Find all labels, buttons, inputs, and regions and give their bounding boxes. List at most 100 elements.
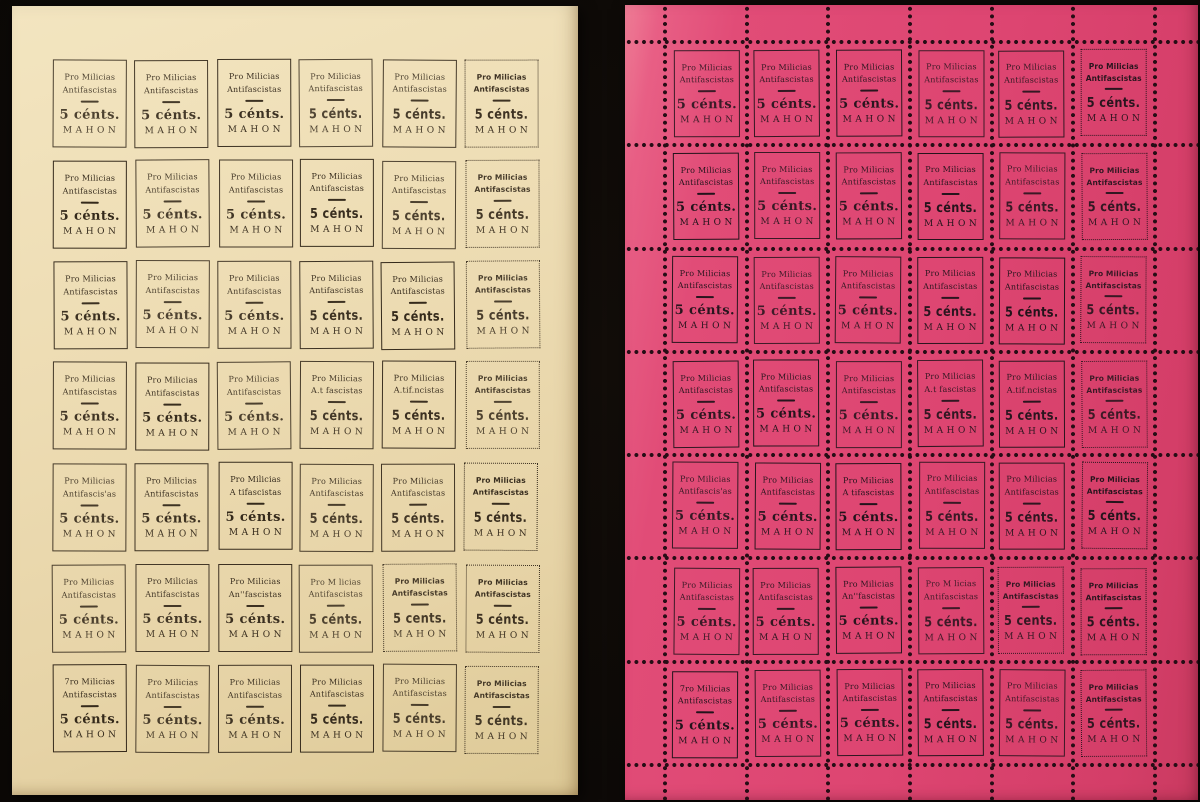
stamp-value: 5 cénts. (393, 711, 447, 728)
stamp-value: 5 cénts. (756, 614, 817, 630)
stamp-city: MAHON (760, 321, 818, 333)
stamp-line2: Antifascistas (473, 84, 530, 94)
stamp: Pro Milicias Antifascistas 5 cénts. MAHON (382, 664, 458, 753)
stamp-city: MAHON (925, 527, 982, 539)
stamp-cell: Pro Milicias Antifascistas 5 cénts. MAHON (378, 153, 460, 254)
stamp-cell: Pro Milicias Antifascistas 5 cénts. MAHON (214, 153, 296, 254)
stamp-city: MAHON (677, 321, 735, 332)
stamp-line2: Antifascistas (1005, 177, 1061, 187)
stamp: Pro Milicias Antifascistas 5 cénts. MAHON (835, 152, 903, 240)
stamp-cell: 7ro Milicias Antifascistas 5 cénts. MAHON (49, 659, 131, 760)
stamp-city: MAHON (309, 530, 367, 541)
stamp-city: MAHON (228, 630, 285, 641)
stamp-value: 5 cénts. (838, 613, 900, 629)
stamp-cell: Pro Milicias Antifascistas 5 cénts. MAHON (461, 254, 543, 355)
stamp-divider-rule (1104, 606, 1123, 609)
stamp-divider-rule (326, 98, 345, 102)
stamp: Pro Milicias Antifascistas 5 cénts. MAHON (754, 152, 821, 240)
stamp-line2: Antifascistas (1086, 486, 1143, 497)
stamp-line1: Pro M licias (925, 578, 977, 589)
stamp-city: MAHON (228, 731, 285, 742)
stamp-cell: Pro Milicias Antifascistas 5 cénts. MAHON (1073, 662, 1155, 765)
stamp-line2: Antifascis'as (678, 486, 732, 497)
stamp-city: MAHON (1005, 528, 1062, 539)
stamp-cell: Pro Milicias Antifascistas 5 cénts. MAHON (910, 145, 992, 248)
stamp-value: 5 cénts. (224, 713, 285, 729)
cream-sheet: Pro Milicias Antifascistas 5 cénts. MAHON Pr… (12, 6, 578, 795)
stamp-value: 5 cénts. (223, 106, 285, 122)
stamp-divider-rule (493, 400, 512, 403)
stamp-cell: Pro Milicias Antifascistas 5 cents. MAHON (992, 558, 1074, 661)
stamp-cell: Pro Milicias Antifascistas 5 cénts. MAHON (461, 52, 543, 153)
stamp-city: MAHON (924, 116, 981, 127)
stamp-value: 5 cénts. (674, 303, 735, 319)
stamp-cell: Pro Milicias Antifascistas 5 cénts. MAHON (131, 355, 213, 456)
stamp-cell: Pro Milicias Antifascistas 5 cénts. MAHON (747, 145, 829, 248)
stamp-line2: Antifascistas (474, 589, 531, 600)
stamp-line2: Antifascistas (145, 184, 201, 194)
stamp-cell: Pro Milicias Antifascistas 5 cénts. MAHON (992, 145, 1074, 248)
stamp: Pro Milicias A.t fascistas 5 cénts. MAHON (916, 359, 984, 448)
stamp-value: 5 cénts. (59, 106, 120, 123)
stamp-line1: Pro Milicias (476, 72, 527, 82)
stamp-divider-rule (409, 504, 428, 507)
stamp-divider-rule (80, 100, 99, 103)
stamp-value: 5 cénts. (1087, 95, 1141, 112)
stamp-line2: Antifascistas (227, 690, 282, 700)
stamp: Pro Milicias Antifascistas 5 cénts. MAHON (1080, 669, 1148, 757)
stamp-city: MAHON (62, 630, 119, 641)
stamp-line2: Antifascistas (392, 185, 447, 195)
stamp-value: 5 cénts. (756, 406, 817, 422)
stamp-city: MAHON (227, 326, 284, 337)
stamp-line1: Pro Milicias (681, 579, 733, 590)
stamp-cell: Pro Milicias Antifascistas 5 cénts. MAHON (747, 42, 829, 145)
stamp-city: MAHON (474, 124, 532, 135)
stamp-line2: Antifascistas (1005, 693, 1061, 703)
stamp-divider-rule (80, 402, 99, 405)
stamp-cell: Pro Milicias Antifascistas 5 cénts. MAHON (131, 52, 213, 153)
stamp: 7ro Milicias Antifascistas 5 cénts. MAHON (671, 671, 738, 759)
stamp-line2: Antifascistas (146, 285, 201, 295)
stamp-line2: A.tif.ncistas (394, 385, 445, 395)
stamp-divider-rule (491, 502, 510, 505)
stamp-line1: Pro Milicias (679, 268, 731, 278)
stamp-value: 5 cénts. (59, 511, 120, 527)
stamp-city: MAHON (393, 629, 451, 640)
stamp-line1: Pro Milicias (679, 474, 731, 484)
stamp: Pro Milicias A tifascistas 5 cénts. MAHON (218, 461, 293, 550)
stamp-value: 5 cénts. (60, 308, 121, 325)
stamp: Pro Milicias Antifascistas 5 cénts. MAHON (1080, 49, 1147, 137)
stamp-line2: Antifascistas (474, 184, 531, 194)
stamp-cell: Pro Milicias Antifascistas 5 cénts. MAHON (131, 254, 213, 355)
stamp-divider-rule (779, 503, 798, 506)
stamp-value: 5 cénts. (757, 97, 818, 113)
stamp-line1: Pro Milicias (147, 577, 199, 587)
stamp-cell: Pro Milicias Antifascistas 5 cénts. MAHON (910, 662, 992, 765)
stamp-cell: Pro Milicias Antifascistas 5 cénts. MAHON (49, 558, 131, 659)
stamp-line2: Antifascistas (678, 178, 734, 188)
stamp-cell: Pro Milicias Antifascistas 5 cénts. MAHON (747, 662, 829, 765)
stamp: Pro Milicias Antifascistas 5 cénts. MAHON (463, 462, 538, 552)
stamp-divider-rule (410, 201, 429, 204)
stamp-cell: Pro Milicias Antifascistas 5 cénts. MAHON (1073, 145, 1155, 248)
stamp-line1: Pro Milicias (1006, 62, 1058, 72)
stamp-line1: Pro Milicias (477, 273, 528, 283)
stamp: Pro Milicias Antifascistas 5 cénts. MAHON (465, 564, 540, 654)
stamp-line2: A tifascistas (842, 488, 895, 498)
stamp: Pro Milicias Antifascistas 5 cénts. MAHON (673, 50, 740, 138)
stamp-cell: Pro Milicias Antifascistas 5 cénts. MAHON (49, 52, 131, 153)
stamp-line2: Antifascistas (391, 488, 446, 498)
stamp-cell: Pro Milicias Antifascistas 5 cénts. MAHON (747, 455, 829, 558)
stamp-city: MAHON (923, 734, 981, 746)
stamp-divider-rule (778, 296, 797, 300)
stamp-value: 5 cénts. (1005, 303, 1060, 321)
stamp-line1: Pro Milicias (230, 475, 281, 485)
stamp: Pro Milicias Antifascistas 5 cénts. MAHON (135, 362, 210, 451)
stamp: Pro Milicias Antifascistas 5 cénts. MAHON (1081, 360, 1148, 449)
stamp-divider-rule (778, 192, 797, 195)
stamp-cell: Pro Milicias Antifascistas 5 cénts. MAHON (665, 558, 747, 661)
stamp-line1: Pro Milicias (394, 71, 446, 81)
stamp-city: MAHON (680, 115, 737, 126)
stamp: Pro Milicias A.t fascistas 5 cénts. MAHON (299, 360, 375, 450)
stamp-cell: Pro Milicias Antifascistas 5 cénts. MAHON (828, 662, 910, 765)
